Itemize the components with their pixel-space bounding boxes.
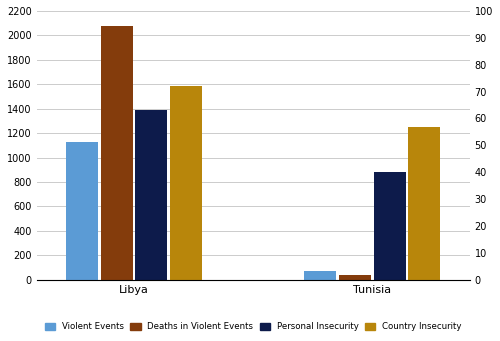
Bar xyxy=(374,172,406,280)
Legend: Violent Events, Deaths in Violent Events, Personal Insecurity, Country Insecurit: Violent Events, Deaths in Violent Events… xyxy=(42,319,465,335)
Bar xyxy=(66,142,98,280)
Bar xyxy=(170,86,202,280)
Bar xyxy=(136,110,168,280)
Bar xyxy=(339,275,371,280)
Bar xyxy=(304,270,336,280)
Bar xyxy=(101,26,132,280)
Bar xyxy=(408,127,440,280)
